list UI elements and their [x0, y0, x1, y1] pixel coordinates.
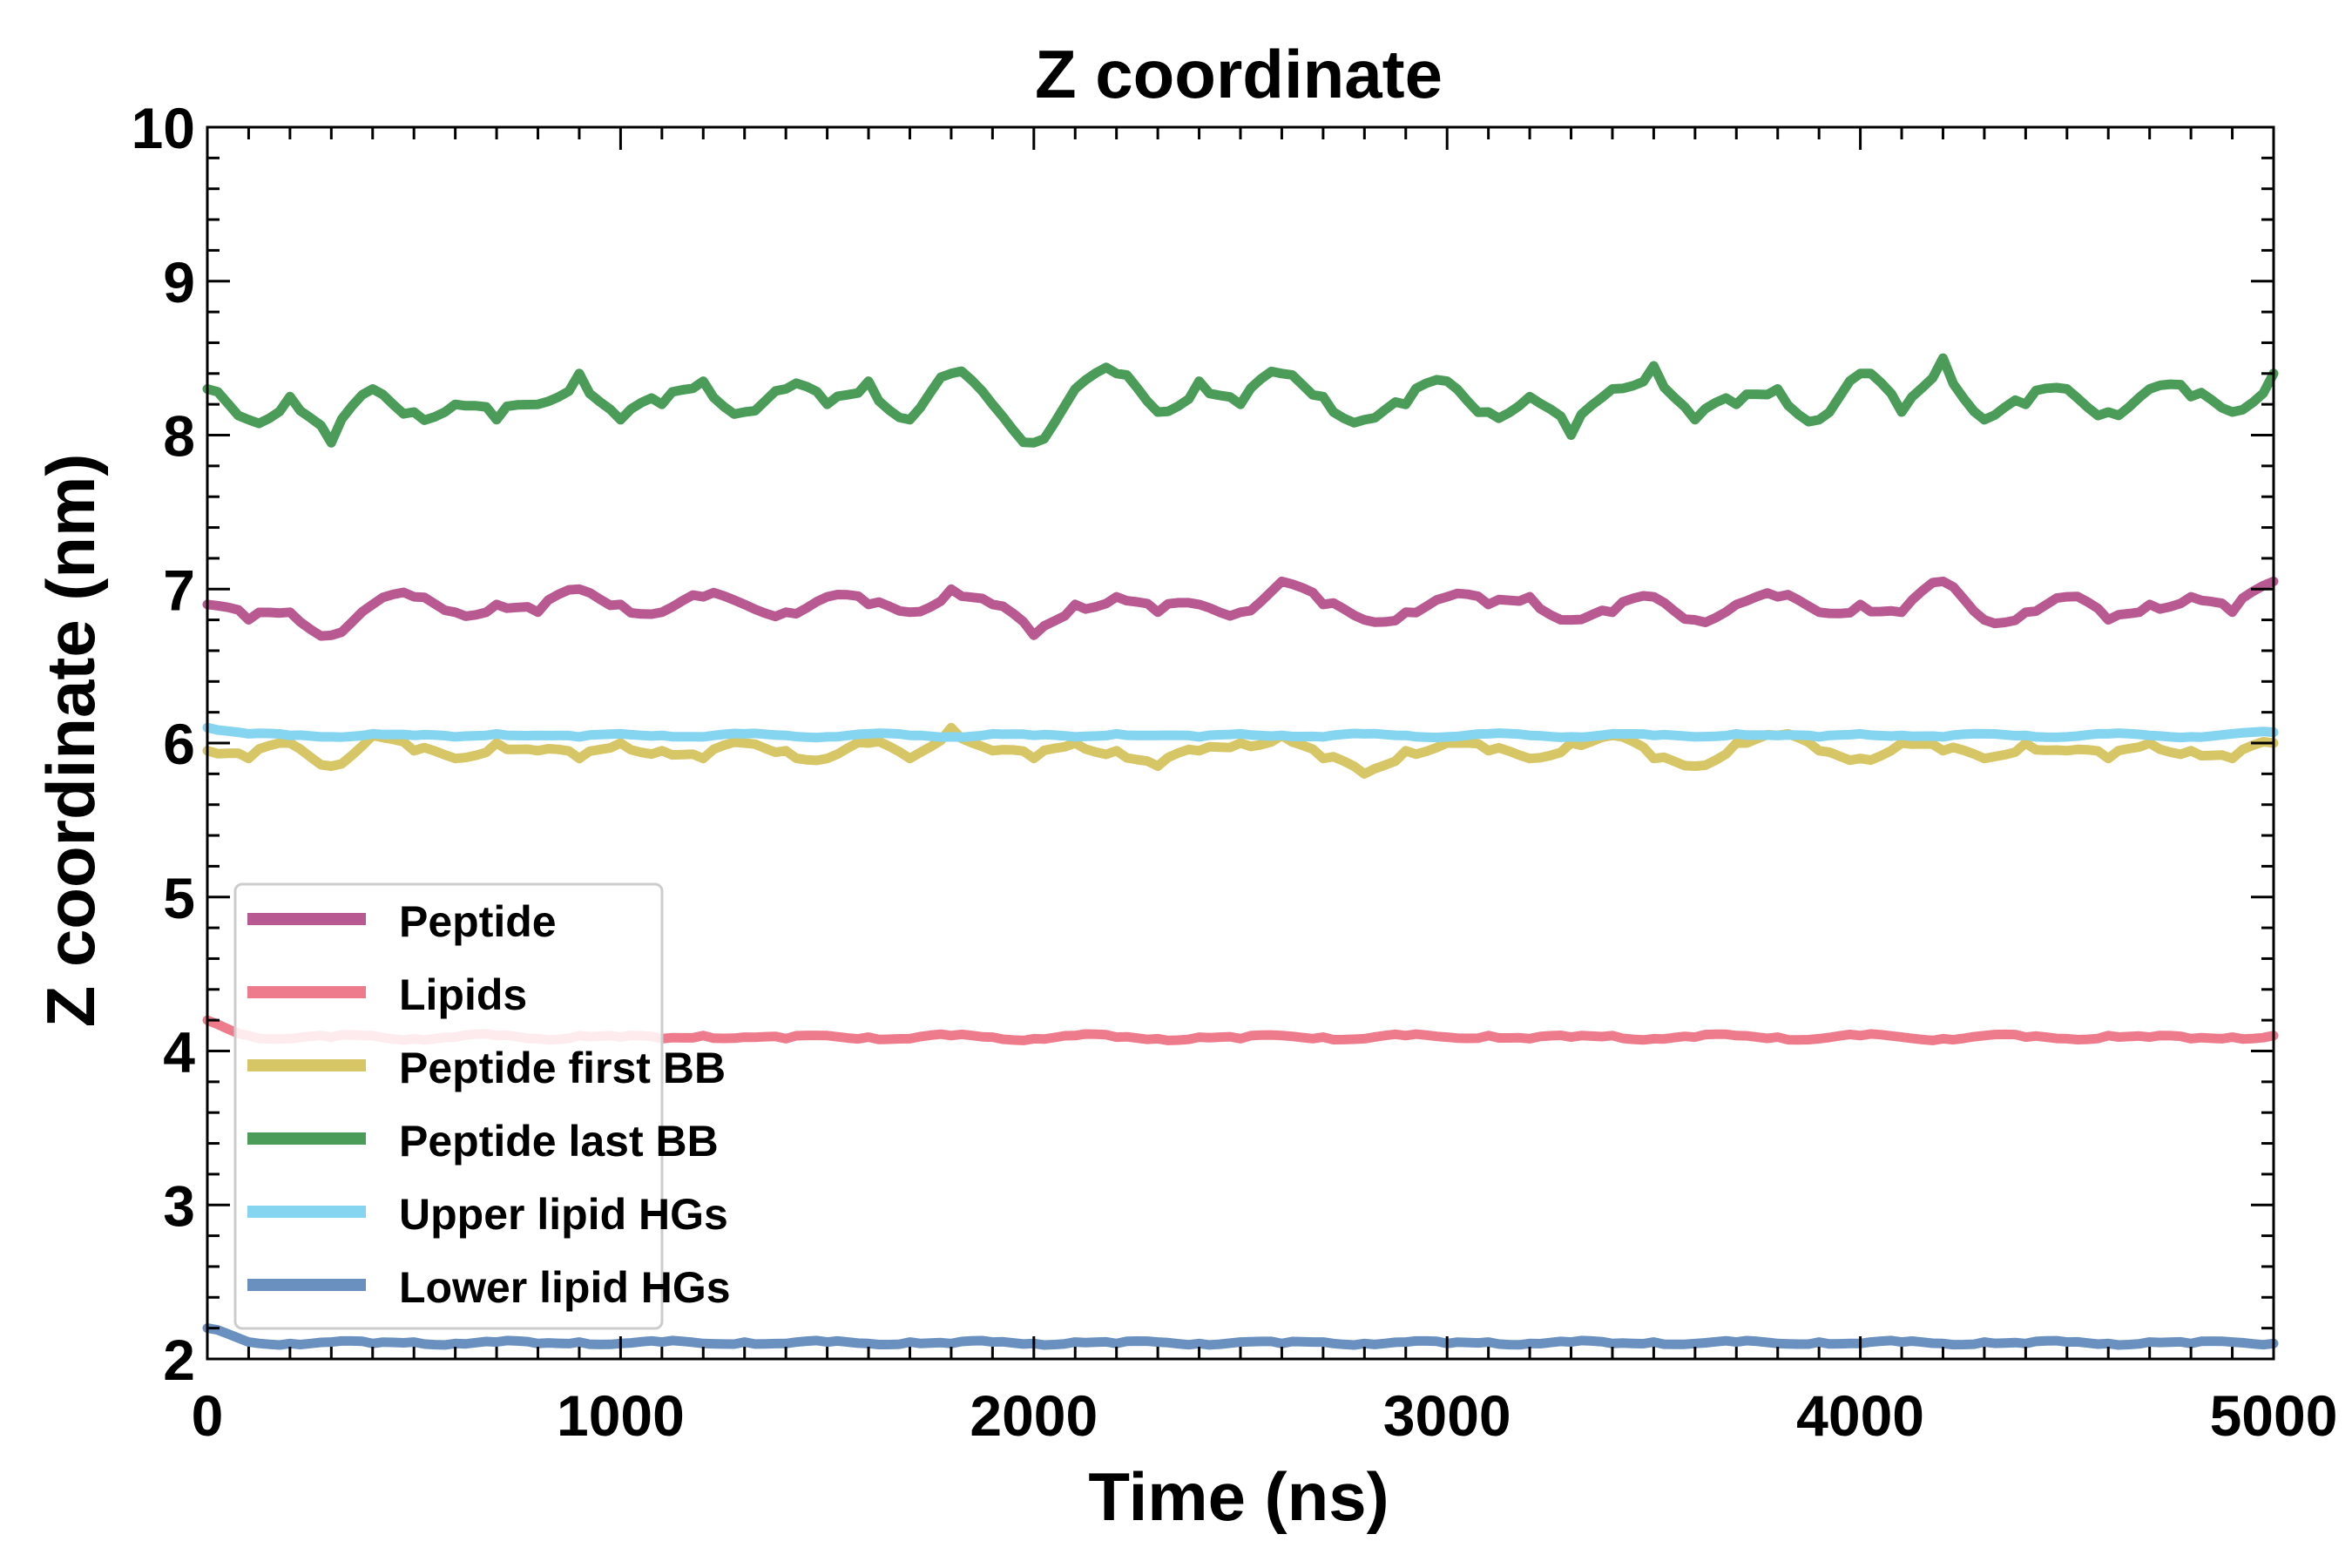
chart-title: Z coordinate — [1035, 36, 1443, 112]
legend-label: Upper lipid HGs — [399, 1190, 728, 1239]
x-axis-label: Time (ns) — [1088, 1458, 1389, 1535]
y-tick-label: 7 — [163, 558, 195, 622]
series-line-peptide — [202, 576, 2279, 641]
x-tick-label: 0 — [192, 1383, 224, 1448]
y-tick-label: 10 — [132, 96, 195, 160]
series-line-peptide-first-bb — [202, 722, 2279, 779]
y-tick-label: 6 — [163, 712, 195, 776]
series-line-lower-lipid-hgs — [202, 1323, 2279, 1350]
y-tick-label: 2 — [163, 1328, 195, 1392]
legend-label: Peptide first BB — [399, 1044, 726, 1092]
axes-layer: 0 1000 2000 3000 4000 5000 2 3 4 5 6 7 8 9 10 — [132, 96, 2338, 1448]
y-axis-label: Z coordinate (nm) — [32, 454, 109, 1028]
legend: Peptide Lipids Peptide first BB Peptide las… — [233, 882, 731, 1330]
legend-label: Peptide — [399, 897, 557, 946]
x-tick-label: 5000 — [2210, 1383, 2338, 1448]
legend-label: Lower lipid HGs — [399, 1263, 731, 1312]
y-tick-label: 4 — [163, 1020, 195, 1085]
y-tick-label: 9 — [163, 250, 195, 314]
y-tick-label: 3 — [163, 1173, 195, 1238]
x-tick-label: 4000 — [1796, 1383, 1924, 1448]
legend-label: Lipids — [399, 970, 527, 1019]
series-line-peptide-last-bb — [202, 353, 2279, 448]
x-tick-label: 3000 — [1383, 1383, 1511, 1448]
y-tick-label: 5 — [163, 866, 195, 930]
y-tick-label: 8 — [163, 404, 195, 469]
x-tick-label: 2000 — [970, 1383, 1098, 1448]
legend-box — [233, 882, 664, 1330]
legend-label: Peptide last BB — [399, 1117, 719, 1166]
series-line-upper-lipid-hgs — [202, 722, 2279, 743]
x-tick-label: 1000 — [557, 1383, 685, 1448]
